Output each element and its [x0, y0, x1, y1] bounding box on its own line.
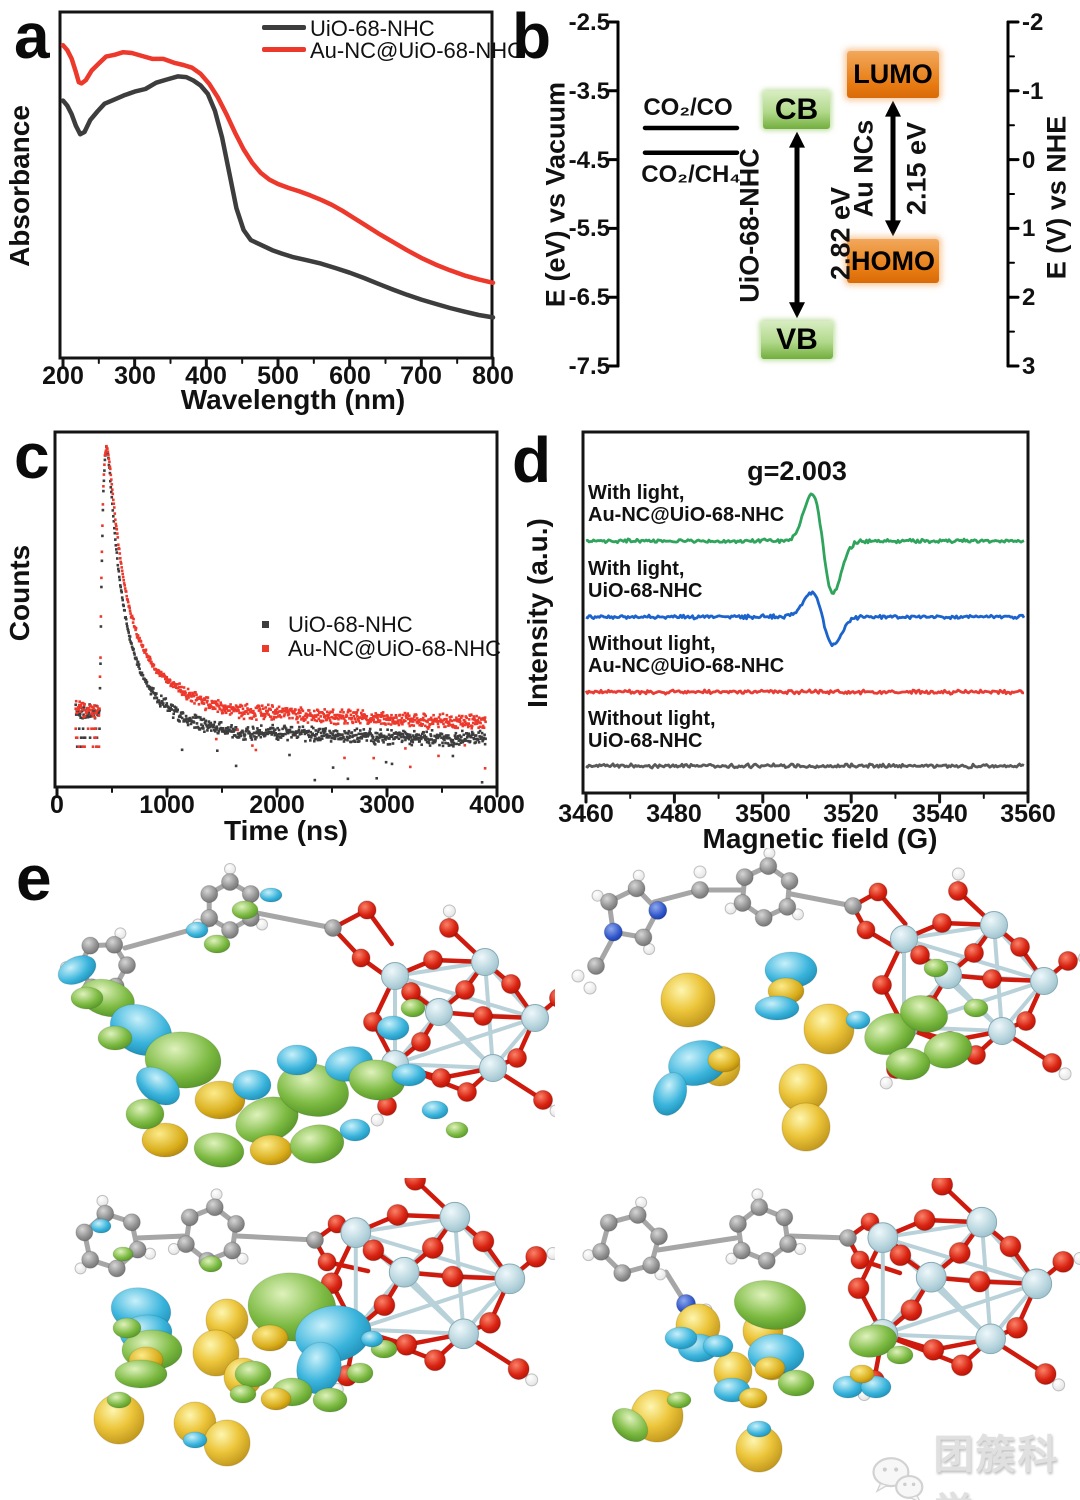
- molecular-isosurface-bottom-left: [74, 1178, 555, 1467]
- panel-a-ylabel: Absorbance: [4, 105, 35, 267]
- watermark-text: 团簇科学: [933, 1433, 1060, 1500]
- molecular-isosurface-bottom-right: [582, 1178, 1080, 1473]
- panel-d-xlabel: Magnetic field (G): [702, 823, 938, 854]
- tick-label: 3500: [735, 800, 791, 828]
- tick-label: 4000: [469, 791, 525, 819]
- trace-label-line: UiO-68-NHC: [588, 580, 703, 602]
- tick-label: -2.5: [568, 9, 610, 36]
- energy-diagram: [607, 20, 1020, 368]
- watermark: 团簇科学: [870, 1422, 1080, 1500]
- wechat-icon: [872, 1457, 924, 1500]
- tick-label: 400: [185, 362, 227, 390]
- tick-label: -3.5: [568, 78, 610, 105]
- tick-label: 700: [400, 362, 442, 390]
- legend-marker-aunc: [262, 645, 269, 652]
- tick-label: 3000: [359, 791, 415, 819]
- panel-c-letter: c: [14, 420, 50, 492]
- trace-label-3: Without light, Au-NC@UiO-68-NHC: [588, 633, 784, 677]
- epr-plot: [581, 430, 1030, 804]
- co2-ch4-level-label: CO₂/CH₄: [641, 160, 741, 188]
- legend-marker-uio: [262, 621, 269, 628]
- trace-label-line: Without light,: [588, 708, 716, 730]
- tick-label: 500: [257, 362, 299, 390]
- tick-label: 3560: [1000, 800, 1056, 828]
- tick-label: -6.5: [568, 284, 610, 311]
- panel-d-letter: d: [512, 424, 552, 496]
- lumo-box: LUMO: [847, 51, 939, 98]
- lumo-label: LUMO: [853, 59, 933, 89]
- cb-box: CB: [763, 91, 830, 129]
- trace-label-line: With light,: [588, 482, 685, 504]
- aunc-name-label: Au NCs: [848, 119, 879, 218]
- molecular-isosurface-top-right: [571, 848, 1080, 1152]
- tick-label: 0: [50, 791, 64, 819]
- tick-label: 3: [1022, 353, 1036, 380]
- homo-box: HOMO: [847, 239, 939, 283]
- trace-label-line: Without light,: [588, 633, 716, 655]
- panel-a-xlabel: Wavelength (nm): [180, 384, 406, 415]
- trace-label-line: Au-NC@UiO-68-NHC: [588, 504, 785, 526]
- tick-label: 1: [1022, 215, 1036, 242]
- tick-label: 0: [1022, 147, 1036, 174]
- legend-label: UiO-68-NHC: [310, 16, 435, 41]
- co2-co-level-label: CO₂/CO: [643, 93, 733, 121]
- tick-label: 2: [1022, 284, 1036, 311]
- trace-label-line: UiO-68-NHC: [588, 730, 703, 752]
- tick-label: 600: [329, 362, 371, 390]
- trace-label-line: Au-NC@UiO-68-NHC: [588, 655, 785, 677]
- tick-label: -1: [1022, 78, 1044, 105]
- mof-name-label: UiO-68-NHC: [734, 148, 765, 303]
- tick-label: 2000: [249, 791, 305, 819]
- panel-a-letter: a: [14, 0, 50, 72]
- legend-swatch-uio: [262, 25, 306, 30]
- tick-label: -7.5: [568, 353, 610, 380]
- legend-label: UiO-68-NHC: [288, 612, 413, 637]
- homo-label: HOMO: [851, 245, 935, 276]
- tick-label: -4.5: [568, 147, 610, 174]
- legend-label: Au-NC@UiO-68-NHC: [288, 636, 502, 661]
- panel-d-ylabel: Intensity (a.u.): [522, 518, 553, 708]
- absorbance-plot: [58, 10, 496, 369]
- legend-swatch-aunc: [262, 47, 306, 52]
- panel-b-letter: b: [512, 0, 552, 72]
- trace-label-2: With light, UiO-68-NHC: [588, 558, 702, 602]
- tick-label: 200: [42, 362, 84, 390]
- pl-decay-plot: [53, 430, 499, 798]
- panel-e-letter: e: [16, 842, 52, 914]
- trace-label-4: Without light, UiO-68-NHC: [588, 708, 716, 752]
- tick-label: 300: [114, 362, 156, 390]
- molecular-isosurface-top-left: [57, 863, 555, 1168]
- trace-label-1: With light, Au-NC@UiO-68-NHC: [588, 482, 784, 526]
- cb-label: CB: [774, 93, 819, 126]
- panel-c-xlabel: Time (ns): [224, 815, 348, 846]
- tick-label: 3480: [646, 800, 702, 828]
- trace-label-line: With light,: [588, 558, 685, 580]
- tick-label: 800: [472, 362, 514, 390]
- aunc-gap-label: 2.15 eV: [901, 121, 932, 216]
- tick-label: -5.5: [568, 215, 610, 242]
- legend-label: Au-NC@UiO-68-NHC: [310, 38, 524, 63]
- tick-label: -2: [1022, 9, 1044, 36]
- panel-c-ylabel: Counts: [4, 544, 35, 642]
- vb-box: VB: [761, 321, 833, 359]
- tick-label: 3520: [823, 800, 879, 828]
- vb-label: VB: [776, 323, 818, 356]
- panel-b-left-axis-title: E (eV) vs Vacuum: [540, 81, 571, 308]
- tick-label: 1000: [139, 791, 195, 819]
- tick-label: 3460: [558, 800, 614, 828]
- g-value-annotation: g=2.003: [747, 456, 847, 486]
- tick-label: 3540: [912, 800, 968, 828]
